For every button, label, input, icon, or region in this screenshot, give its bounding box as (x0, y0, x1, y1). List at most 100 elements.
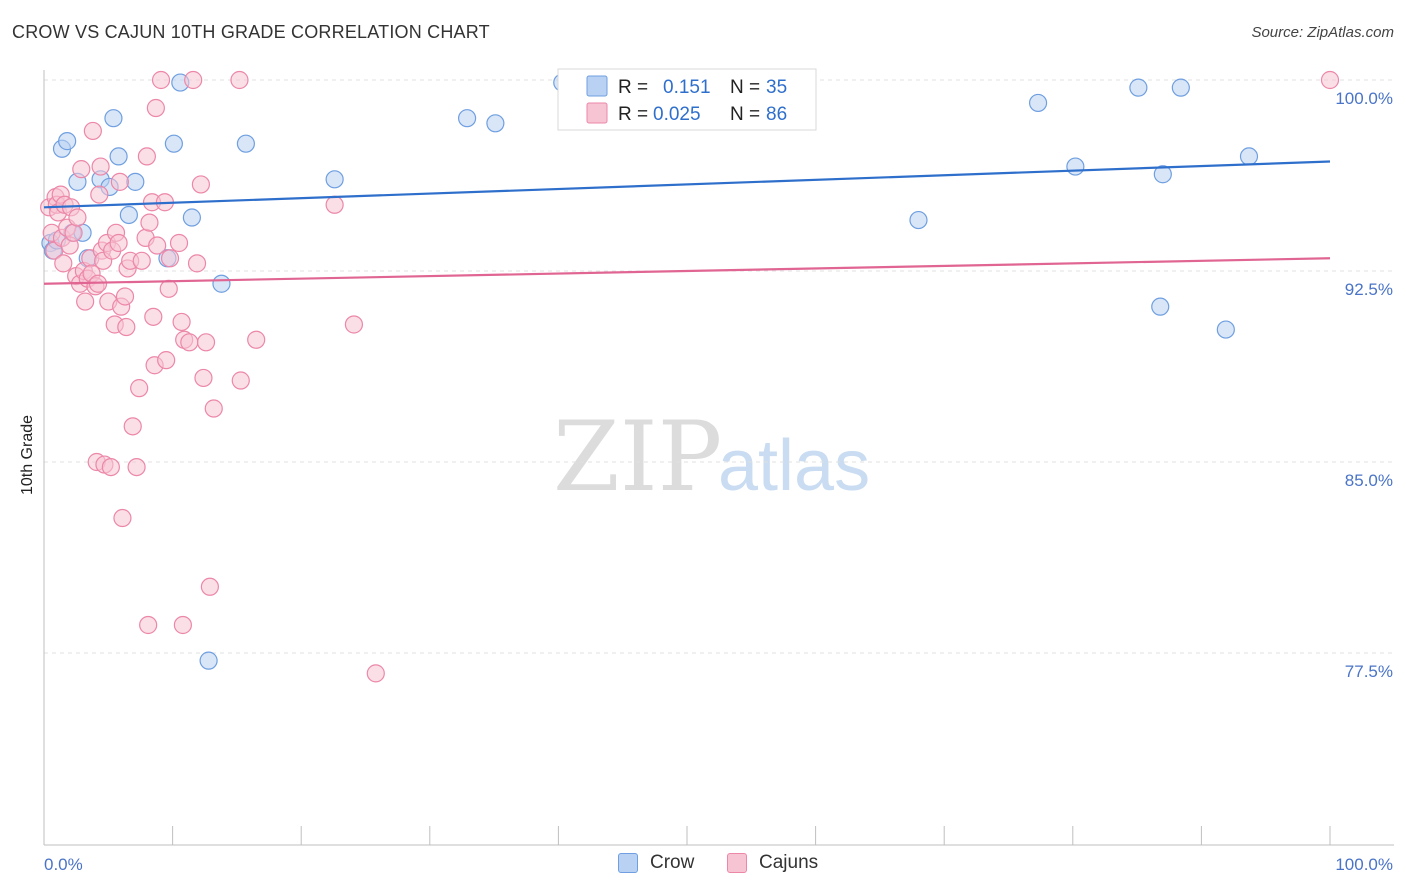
y-tick-label: 77.5% (1345, 662, 1393, 681)
data-point-crow (164, 134, 183, 153)
data-point-cajuns (109, 233, 128, 253)
data-point-cajuns (344, 315, 364, 334)
data-point-cajuns (172, 312, 191, 332)
data-point-crow (212, 274, 231, 293)
legend-item-cajuns: Cajuns (727, 852, 818, 874)
x-tick-label: 100.0% (1335, 855, 1393, 874)
chart-title: CROW VS CAJUN 10TH GRADE CORRELATION CHA… (12, 22, 490, 42)
cajuns-r-value: 0.025 (653, 104, 701, 125)
data-point-cajuns (191, 175, 210, 194)
data-point-crow (457, 109, 477, 128)
data-point-cajuns (366, 664, 385, 683)
x-ticks (43, 826, 1331, 845)
data-point-crow (486, 114, 505, 133)
data-point-cajuns (160, 249, 180, 268)
data-point-cajuns (325, 195, 344, 214)
watermark-zip: ZIP (553, 401, 722, 513)
data-point-cajuns (90, 185, 109, 204)
data-point-crow (119, 205, 138, 225)
data-point-crow (1028, 93, 1048, 113)
data-point-cajuns (247, 330, 266, 349)
data-point-cajuns (140, 213, 159, 232)
data-point-cajuns (113, 508, 132, 528)
watermark-atlas: atlas (718, 426, 870, 506)
data-point-cajuns (173, 615, 192, 635)
trend-layer (43, 160, 1331, 285)
crow-r-value: 0.151 (663, 77, 711, 98)
cajuns-swatch (727, 853, 747, 873)
data-point-crow (1171, 78, 1190, 97)
data-point-cajuns (148, 236, 167, 255)
data-point-crow (109, 147, 128, 166)
data-point-crow (58, 132, 77, 151)
crow-n-value: 35 (766, 77, 787, 98)
data-point-crow (909, 210, 928, 230)
data-point-cajuns (1320, 70, 1340, 90)
data-point-crow (104, 109, 123, 128)
data-point-cajuns (72, 160, 91, 179)
data-point-cajuns (115, 287, 135, 306)
series-crow (41, 73, 1259, 670)
x-tick-labels: 0.0% 100.0% (44, 855, 1393, 874)
data-point-cajuns (54, 254, 73, 273)
data-point-cajuns (144, 307, 163, 326)
data-point-crow (1239, 147, 1259, 166)
crow-n-label: N = (730, 77, 760, 98)
data-point-cajuns (101, 457, 120, 477)
data-point-cajuns (68, 208, 87, 227)
y-tick-label: 100.0% (1335, 89, 1393, 108)
y-tick-labels: 100.0% 92.5% 85.0% 77.5% (1335, 89, 1393, 681)
data-point-crow (325, 170, 344, 189)
data-point-cajuns (157, 351, 176, 370)
points-layer (40, 70, 1340, 683)
data-point-cajuns (194, 368, 213, 388)
data-point-cajuns (151, 70, 171, 90)
legend-label-crow: Crow (650, 852, 695, 873)
data-point-cajuns (123, 417, 142, 436)
legend-label-cajuns: Cajuns (759, 852, 819, 873)
y-tick-label: 92.5% (1345, 280, 1393, 299)
crow-legend-swatch (586, 75, 608, 97)
data-point-crow (1151, 297, 1170, 316)
cajuns-legend-swatch (586, 102, 608, 124)
trendline-crow (43, 160, 1331, 209)
crow-swatch (618, 853, 638, 873)
watermark: ZIP atlas (553, 401, 870, 513)
data-point-cajuns (204, 399, 223, 418)
data-point-crow (1066, 157, 1085, 176)
data-point-cajuns (180, 333, 199, 352)
data-point-cajuns (64, 223, 83, 242)
data-point-cajuns (83, 121, 102, 141)
data-point-cajuns (117, 317, 136, 337)
cajuns-n-label: N = (730, 104, 760, 125)
data-point-crow (126, 172, 145, 191)
chart-source: Source: ZipAtlas.com (1251, 24, 1394, 41)
trendline-cajuns (43, 257, 1331, 285)
data-point-cajuns (146, 98, 165, 118)
cajuns-n-value: 86 (766, 104, 787, 125)
data-point-cajuns (187, 254, 207, 273)
data-point-cajuns (139, 615, 158, 635)
series-cajuns (40, 70, 1340, 683)
data-point-crow (199, 651, 218, 670)
cajuns-r-label: R = (618, 104, 648, 125)
data-point-cajuns (230, 70, 249, 90)
legend-item-crow: Crow (618, 852, 694, 874)
data-point-cajuns (127, 457, 146, 477)
data-point-cajuns (169, 233, 189, 253)
data-point-cajuns (200, 577, 219, 596)
stats-legend: R = 0.151 N = 35 R = 0.025 N = 86 (557, 68, 817, 131)
data-point-cajuns (110, 172, 129, 191)
data-point-cajuns (184, 70, 203, 90)
data-point-crow (182, 208, 201, 227)
data-point-cajuns (137, 147, 156, 166)
data-point-crow (1216, 320, 1235, 339)
data-point-cajuns (231, 371, 250, 390)
y-tick-label: 85.0% (1345, 471, 1393, 490)
data-point-cajuns (196, 333, 216, 352)
data-point-cajuns (130, 379, 149, 398)
data-point-cajuns (159, 279, 178, 298)
data-point-cajuns (76, 292, 95, 311)
data-point-cajuns (132, 251, 151, 270)
